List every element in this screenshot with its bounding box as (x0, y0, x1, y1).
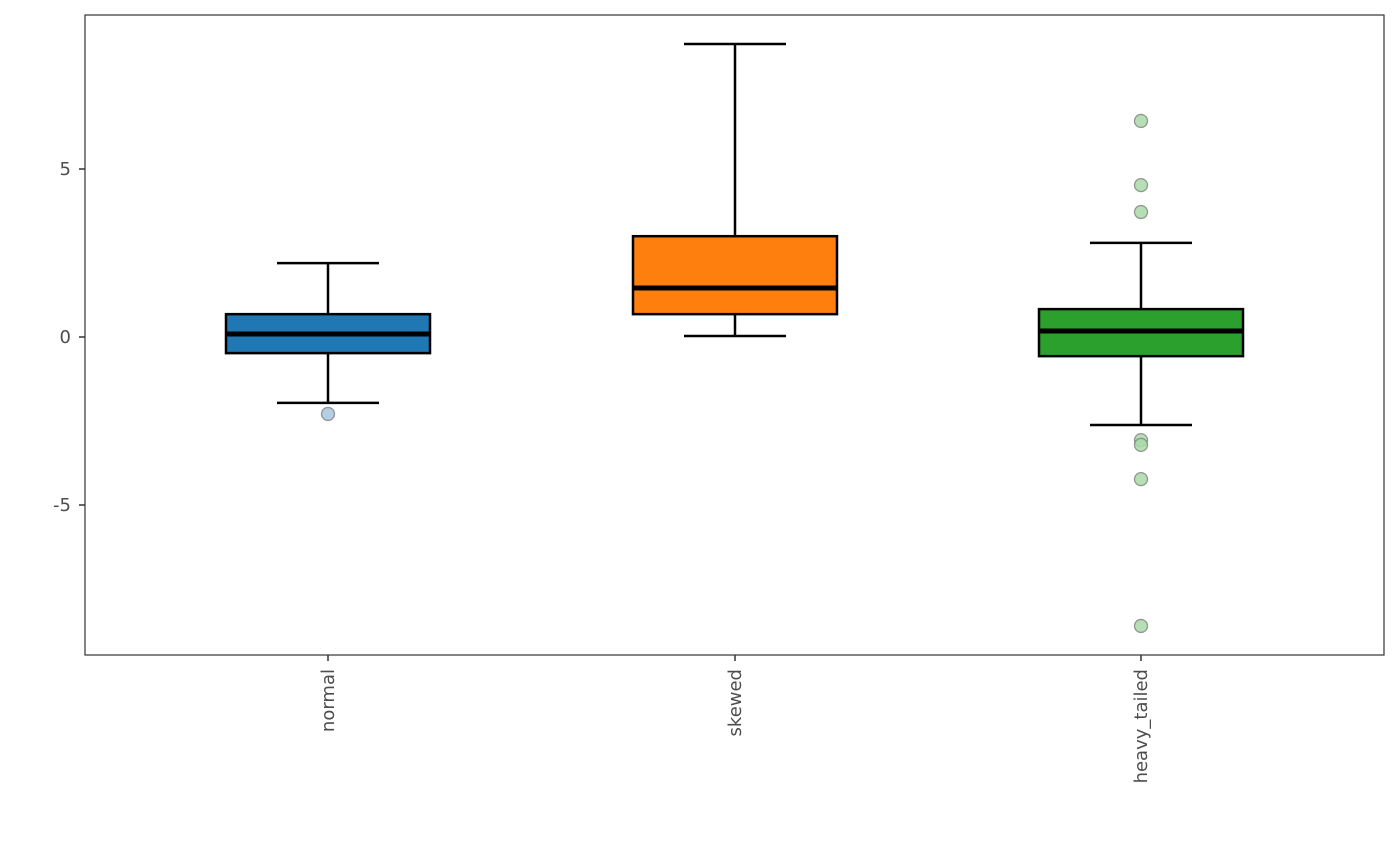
x-axis: normal skewed heavy_tailed (318, 655, 1152, 783)
outlier-point (1133, 618, 1149, 634)
outlier-point (1133, 113, 1149, 129)
y-tick-label: 0 (60, 327, 71, 348)
box-heavy-tailed (1037, 113, 1245, 634)
y-tick-label: 5 (60, 159, 71, 180)
x-tick-label: normal (318, 669, 339, 732)
y-axis: -5 0 5 (53, 159, 85, 516)
outlier-point (320, 406, 336, 422)
outlier-point (1133, 204, 1149, 220)
x-tick-label: heavy_tailed (1131, 669, 1152, 783)
outlier-point (1133, 437, 1149, 453)
box-normal (224, 261, 432, 422)
iqr-box (631, 234, 839, 316)
outlier-point (1133, 177, 1149, 193)
y-tick-label: -5 (53, 495, 71, 516)
box-skewed (631, 42, 839, 338)
boxes-layer (224, 42, 1245, 634)
x-tick-label: skewed (725, 669, 746, 736)
outlier-point (1133, 471, 1149, 487)
